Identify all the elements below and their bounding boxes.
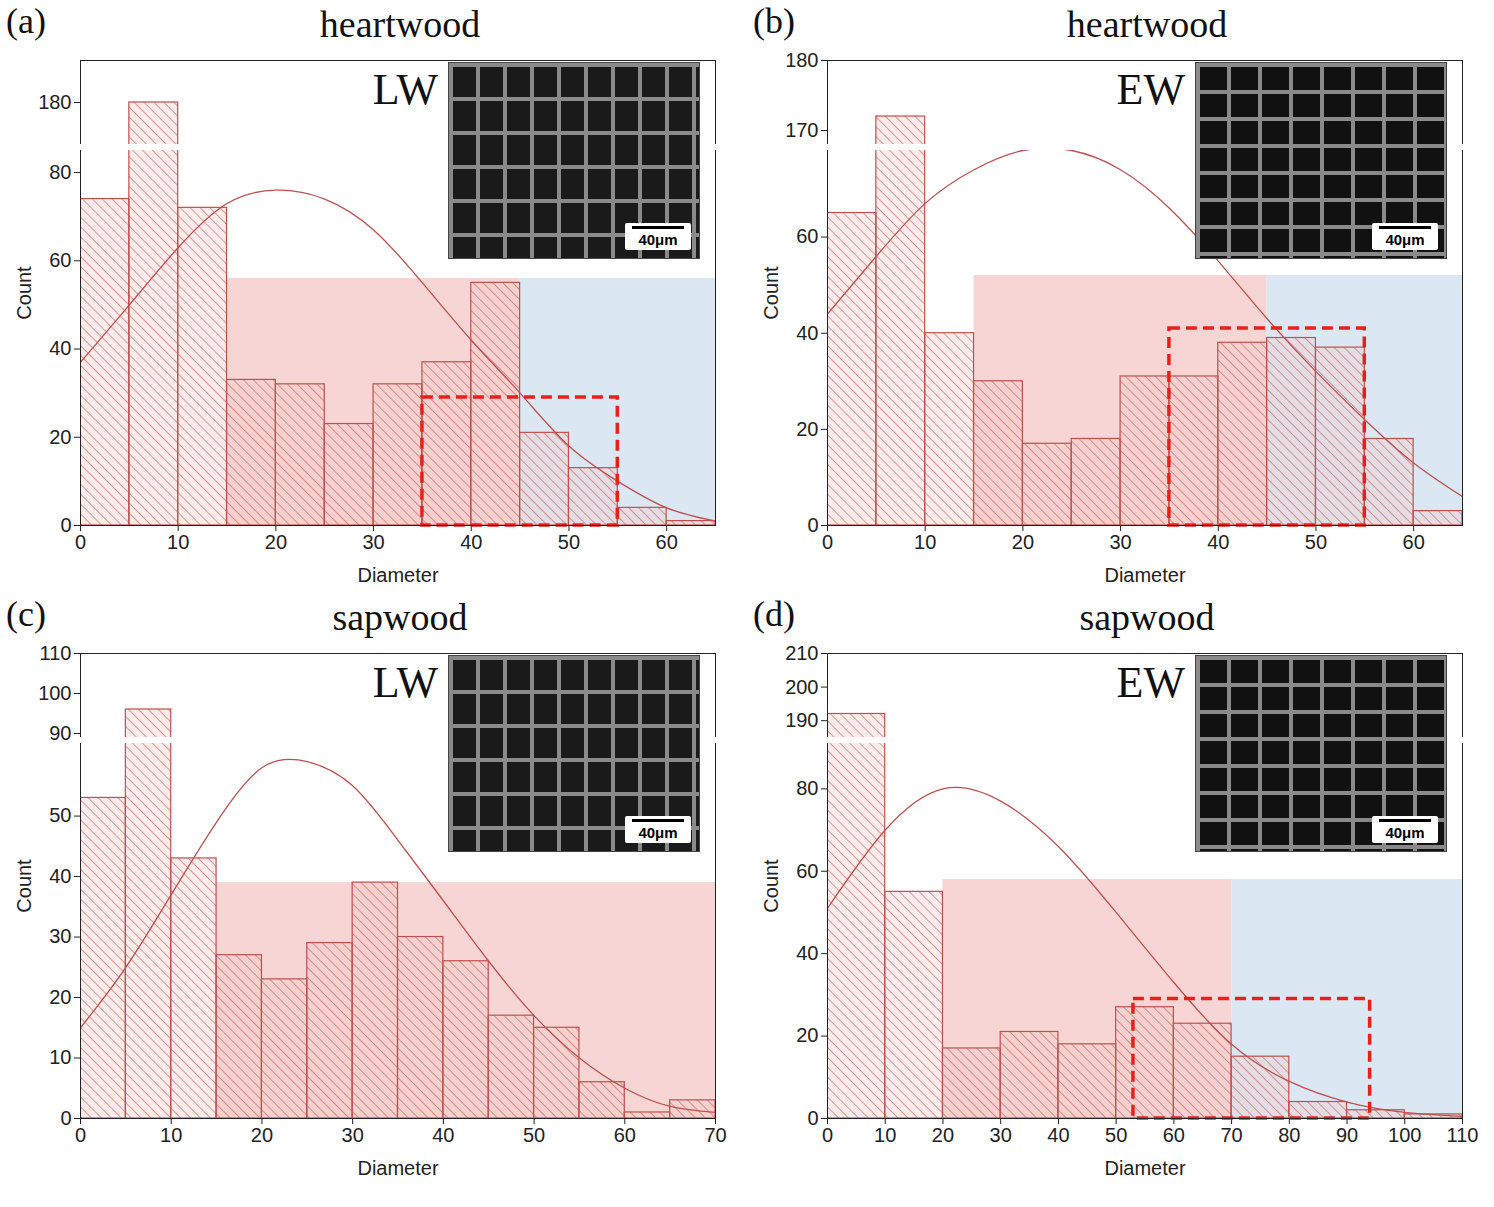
svg-text:80: 80 [796,777,818,799]
html-text:40μm: 40μm [1385,231,1425,248]
svg-text:10: 10 [914,531,936,553]
svg-text:60: 60 [1163,1124,1185,1146]
svg-text:0: 0 [822,531,833,553]
svg-text:20: 20 [932,1124,954,1146]
svg-text:40: 40 [432,1124,454,1146]
svg-text:40: 40 [460,531,482,553]
svg-text:0: 0 [807,1107,818,1129]
svg-text:60: 60 [49,249,71,271]
svg-text:110: 110 [1447,1124,1479,1146]
svg-text:50: 50 [49,804,71,826]
html-text:40μm: 40μm [638,231,678,248]
svg-text:0: 0 [60,514,71,536]
svg-text:100: 100 [1388,1124,1421,1146]
html-text:EW: EW [1116,658,1185,707]
svg-text:50: 50 [523,1124,545,1146]
svg-text:60: 60 [1403,531,1425,553]
svg-text:170: 170 [785,119,818,141]
svg-text:Count: Count [13,266,35,320]
html-text:heartwood: heartwood [319,3,481,45]
html-text:heartwood: heartwood [1066,3,1228,45]
svg-text:20: 20 [796,1024,818,1046]
svg-text:0: 0 [75,1124,86,1146]
svg-text:20: 20 [251,1124,273,1146]
svg-text:200: 200 [785,676,818,698]
svg-text:20: 20 [49,986,71,1008]
svg-text:30: 30 [49,925,71,947]
svg-text:Count: Count [760,266,782,320]
svg-text:Diameter: Diameter [1104,1157,1185,1179]
svg-text:20: 20 [49,426,71,448]
svg-text:0: 0 [807,514,818,536]
svg-text:40: 40 [49,337,71,359]
html-text:LW: LW [372,658,438,707]
svg-text:Diameter: Diameter [1104,564,1185,586]
svg-text:10: 10 [160,1124,182,1146]
svg-text:210: 210 [785,642,818,664]
html-text:(c): (c) [6,594,46,634]
svg-text:40: 40 [796,322,818,344]
svg-text:30: 30 [1109,531,1131,553]
html-text:sapwood: sapwood [1079,596,1215,638]
svg-text:180: 180 [785,49,818,71]
svg-text:10: 10 [49,1046,71,1068]
svg-text:30: 30 [342,1124,364,1146]
html-text:40μm: 40μm [1385,824,1425,841]
svg-text:40: 40 [796,942,818,964]
svg-text:Count: Count [760,859,782,913]
svg-text:20: 20 [1012,531,1034,553]
html-text:sapwood: sapwood [332,596,468,638]
svg-text:10: 10 [874,1124,896,1146]
svg-text:60: 60 [796,225,818,247]
svg-text:100: 100 [38,682,71,704]
svg-text:60: 60 [656,531,678,553]
svg-text:Diameter: Diameter [357,564,438,586]
svg-text:90: 90 [49,722,71,744]
svg-text:60: 60 [796,860,818,882]
svg-text:70: 70 [1220,1124,1242,1146]
html-text:40μm: 40μm [638,824,678,841]
svg-text:50: 50 [558,531,580,553]
svg-text:50: 50 [1105,1124,1127,1146]
svg-text:Count: Count [13,859,35,913]
svg-text:80: 80 [1278,1124,1300,1146]
svg-text:90: 90 [1336,1124,1358,1146]
svg-text:40: 40 [1207,531,1229,553]
html-text:LW: LW [372,65,438,114]
svg-text:80: 80 [49,161,71,183]
svg-text:0: 0 [75,531,86,553]
svg-text:30: 30 [362,531,384,553]
svg-text:0: 0 [60,1107,71,1129]
svg-text:110: 110 [40,642,72,664]
svg-text:0: 0 [822,1124,833,1146]
svg-text:190: 190 [785,709,818,731]
svg-text:Diameter: Diameter [357,1157,438,1179]
svg-text:20: 20 [265,531,287,553]
svg-text:180: 180 [38,91,71,113]
html-text:EW: EW [1116,65,1185,114]
svg-text:60: 60 [614,1124,636,1146]
svg-text:40: 40 [1047,1124,1069,1146]
svg-text:10: 10 [167,531,189,553]
html-text:(a): (a) [6,1,46,41]
svg-text:50: 50 [1305,531,1327,553]
svg-text:40: 40 [49,865,71,887]
svg-text:70: 70 [704,1124,726,1146]
html-text:(b): (b) [753,1,795,41]
svg-text:20: 20 [796,418,818,440]
html-text:(d): (d) [753,594,795,634]
svg-text:30: 30 [990,1124,1012,1146]
